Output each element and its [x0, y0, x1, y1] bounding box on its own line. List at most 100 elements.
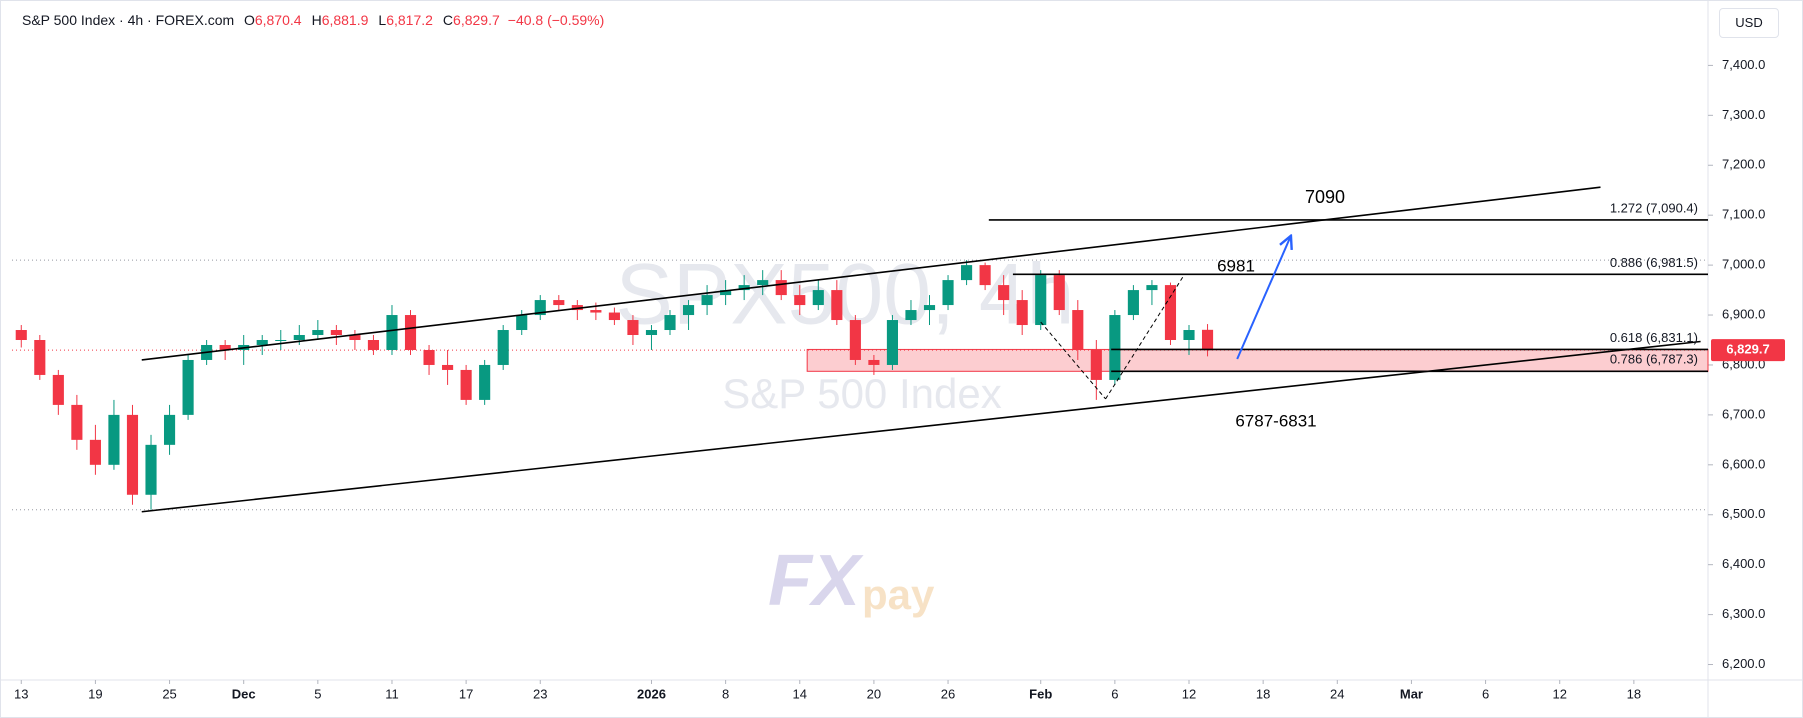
symbol-header: S&P 500 Index · 4h · FOREX.com O6,870.4 H… — [22, 12, 612, 28]
candle-body — [71, 404, 83, 440]
y-tick-label: 6,200.0 — [1722, 656, 1765, 671]
candle-body — [219, 344, 231, 350]
x-tick-label: Mar — [1400, 686, 1423, 701]
candle-body — [1201, 329, 1214, 351]
candle-body — [479, 364, 491, 400]
candle-body — [775, 280, 787, 296]
candle-body — [349, 335, 361, 340]
change: −40.8 (−0.59%) — [507, 12, 605, 28]
currency-button[interactable]: USD — [1719, 8, 1779, 38]
candle-body — [386, 315, 398, 350]
candle-body — [1035, 275, 1047, 326]
candle-body — [627, 320, 639, 336]
y-tick-label: 6,700.0 — [1722, 406, 1765, 421]
candle-body — [757, 280, 769, 286]
high-label: H — [311, 12, 322, 28]
candle-body — [534, 300, 546, 316]
support-zone — [806, 348, 1709, 372]
x-tick-label: 25 — [162, 686, 176, 701]
y-tick-label: 6,400.0 — [1722, 556, 1765, 571]
candle-body — [275, 340, 287, 341]
x-tick-label: 23 — [533, 686, 547, 701]
candle-body — [163, 414, 176, 445]
watermark-subtitle: S&P 500 Index — [722, 370, 1001, 417]
x-tick-label: 8 — [722, 686, 729, 701]
y-tick-label: 6,900.0 — [1722, 306, 1765, 321]
x-tick-label: 11 — [385, 686, 399, 701]
y-tick-label: 6,300.0 — [1722, 606, 1765, 621]
candle-body — [942, 280, 954, 306]
y-tick-label: 7,400.0 — [1722, 57, 1765, 72]
x-tick-label: 19 — [88, 686, 102, 701]
candle-body — [1109, 315, 1121, 380]
candle-body — [516, 315, 528, 331]
candle-body — [293, 335, 305, 340]
open-label: O — [243, 12, 255, 28]
trendline — [141, 186, 1601, 361]
candle-body — [1183, 330, 1195, 340]
candle-body — [812, 290, 824, 306]
candle-body — [571, 305, 583, 311]
fib-label: 0.786 (6,787.3) — [1610, 352, 1698, 367]
candle-body — [961, 265, 973, 281]
candle-body — [1164, 285, 1177, 340]
candle-body — [1090, 349, 1102, 380]
candle-body — [590, 310, 602, 313]
candle-body — [682, 305, 695, 316]
candle-body — [794, 295, 806, 306]
candle-body — [89, 439, 101, 465]
y-tick-label: 7,300.0 — [1722, 107, 1765, 122]
candle-body — [1072, 310, 1084, 350]
candle-body — [608, 312, 620, 321]
x-tick-label: 26 — [941, 686, 955, 701]
candle-body — [404, 315, 417, 350]
candle-body — [923, 305, 936, 311]
fib-label: 0.618 (6,831.1) — [1610, 330, 1698, 345]
annotation: 7090 — [1305, 187, 1345, 207]
y-tick-label: 6,500.0 — [1722, 506, 1765, 521]
candle-body — [664, 315, 676, 331]
candle-body — [553, 300, 565, 306]
y-tick-label: 6,600.0 — [1722, 456, 1765, 471]
fib-label: 0.886 (6,981.5) — [1610, 255, 1698, 270]
dashed-line — [1040, 321, 1106, 400]
candle-body — [831, 290, 843, 321]
low-label: L — [378, 12, 387, 28]
annotation: 6981 — [1217, 256, 1255, 275]
x-tick-label: 13 — [14, 686, 28, 701]
dashed-line — [1105, 275, 1184, 400]
x-tick-label: 14 — [793, 686, 807, 701]
x-tick-label: Feb — [1029, 686, 1052, 701]
candle-body — [738, 285, 750, 291]
y-tick-label: 7,100.0 — [1722, 207, 1765, 222]
candle-body — [108, 414, 120, 465]
candle-body — [312, 330, 324, 336]
open-value: 6,870.4 — [254, 12, 302, 28]
x-tick-label: 20 — [867, 686, 881, 701]
fib-label: 1.272 (7,090.4) — [1610, 200, 1698, 215]
x-tick-label: Dec — [232, 686, 256, 701]
logo-main: FX — [768, 541, 864, 621]
close-value: 6,829.7 — [453, 12, 500, 28]
candle-body — [442, 364, 454, 370]
close-label: C — [442, 12, 454, 28]
candle-body — [1146, 285, 1158, 291]
logo-sub: pay — [862, 571, 935, 618]
x-tick-label: 5 — [314, 686, 321, 701]
projection-arrow — [1236, 236, 1291, 360]
trendline — [141, 340, 1701, 513]
candle-body — [497, 330, 509, 365]
candle-body — [979, 265, 991, 286]
candle-body — [1127, 290, 1139, 316]
y-tick-label: 7,000.0 — [1722, 257, 1765, 272]
candle-body — [886, 320, 898, 365]
symbol: S&P 500 Index · 4h · FOREX.com — [22, 12, 235, 28]
candle-body — [256, 340, 268, 345]
candle-body — [1053, 275, 1065, 311]
candle-body — [1016, 300, 1028, 326]
x-tick-label: 17 — [459, 686, 473, 701]
candle-body — [182, 359, 194, 415]
candle-body — [423, 349, 435, 365]
